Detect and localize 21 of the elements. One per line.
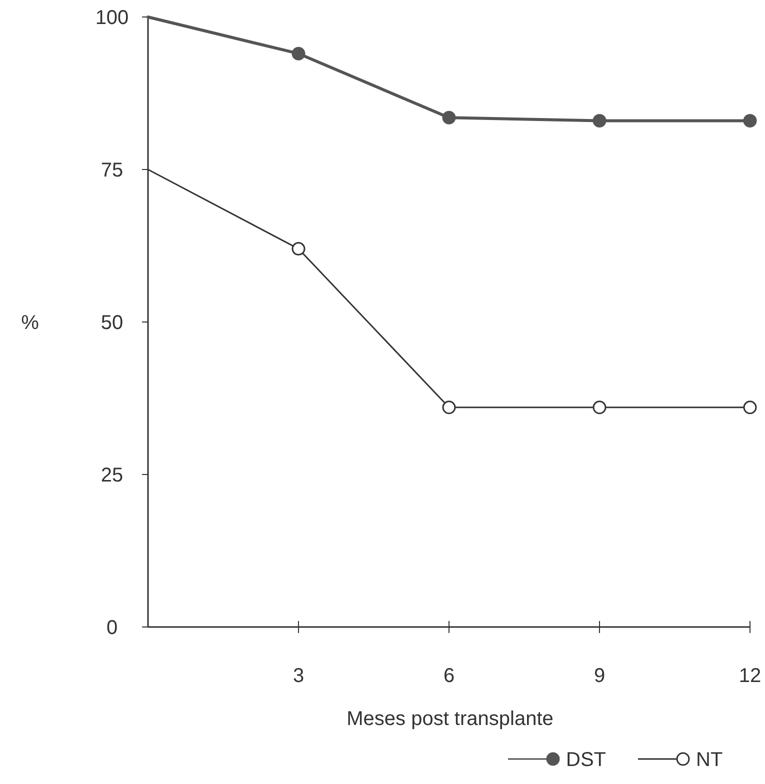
y-tick-label: 50 [100, 312, 124, 334]
y-tick-label: 75 [100, 160, 124, 182]
x-tick-label: 6 [443, 665, 455, 687]
point [292, 46, 306, 60]
x-tick-label: 9 [594, 665, 606, 687]
y-tick-label: 0 [106, 617, 118, 639]
x-tick-label: 3 [292, 665, 304, 687]
point [743, 114, 757, 128]
point [442, 400, 456, 414]
x-axis-title: Meses post transplante [346, 708, 554, 730]
point [592, 400, 606, 414]
legend-label: NT [696, 749, 723, 771]
point [592, 114, 606, 128]
point [292, 242, 306, 256]
point [442, 110, 456, 124]
y-axis-title: % [21, 312, 40, 334]
legend-label: DST [566, 749, 606, 771]
x-tick-label: 12 [738, 665, 762, 687]
y-tick-label: 100 [95, 7, 129, 29]
point [743, 400, 757, 414]
y-tick-label: 25 [100, 464, 124, 486]
